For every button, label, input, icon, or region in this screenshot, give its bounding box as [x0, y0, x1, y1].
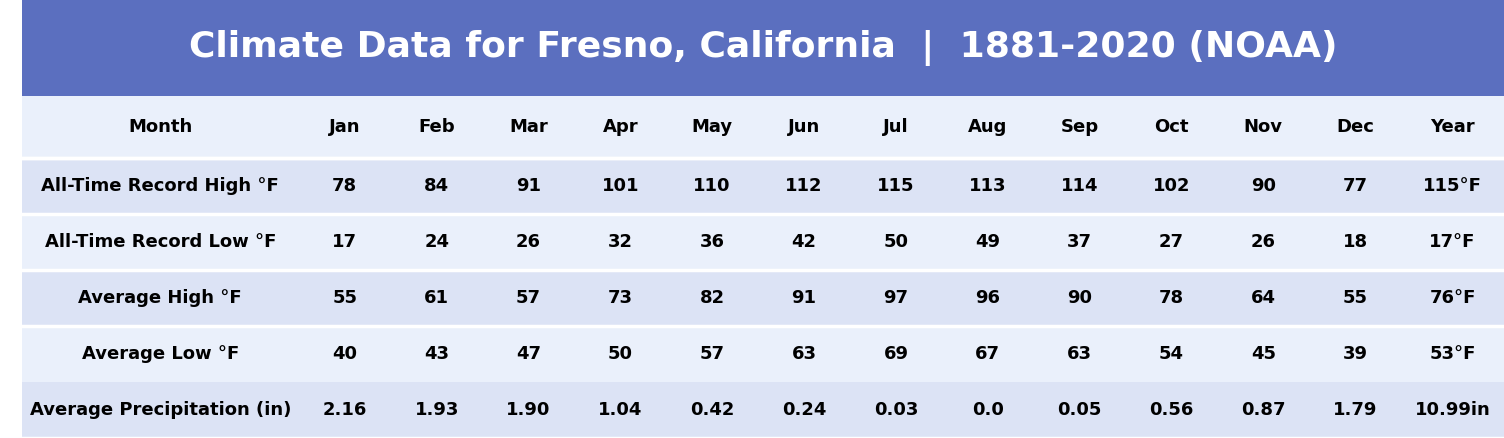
Text: Jul: Jul: [883, 118, 908, 136]
Text: Climate Data for Fresno, California  |  1881-2020 (NOAA): Climate Data for Fresno, California | 18…: [188, 30, 1337, 66]
Text: 53°F: 53°F: [1429, 345, 1475, 363]
Text: 96: 96: [975, 289, 1000, 307]
Text: 49: 49: [975, 233, 1000, 251]
Text: 90: 90: [1066, 289, 1092, 307]
Text: Sep: Sep: [1060, 118, 1098, 136]
Bar: [21, 382, 1504, 438]
Text: Average Precipitation (in): Average Precipitation (in): [30, 401, 290, 419]
Text: 54: 54: [1160, 345, 1184, 363]
Text: 114: 114: [1060, 177, 1098, 195]
Text: 0.03: 0.03: [874, 401, 917, 419]
Bar: [21, 326, 1504, 382]
Text: 26: 26: [1251, 233, 1275, 251]
Text: 40: 40: [332, 345, 358, 363]
Text: 47: 47: [516, 345, 541, 363]
Text: 26: 26: [516, 233, 541, 251]
Text: Apr: Apr: [603, 118, 638, 136]
Text: 84: 84: [424, 177, 450, 195]
Bar: [21, 270, 1504, 326]
Text: 1.79: 1.79: [1333, 401, 1378, 419]
Text: Nov: Nov: [1244, 118, 1283, 136]
Text: 63: 63: [1066, 345, 1092, 363]
Text: 43: 43: [424, 345, 450, 363]
Text: 55: 55: [1343, 289, 1367, 307]
Text: 50: 50: [608, 345, 633, 363]
Text: 2.16: 2.16: [322, 401, 367, 419]
Text: 64: 64: [1251, 289, 1275, 307]
Text: Jan: Jan: [329, 118, 361, 136]
Text: 90: 90: [1251, 177, 1275, 195]
Text: Average High °F: Average High °F: [78, 289, 242, 307]
Text: Aug: Aug: [969, 118, 1008, 136]
Text: Feb: Feb: [418, 118, 454, 136]
Text: 57: 57: [516, 289, 541, 307]
Text: 37: 37: [1066, 233, 1092, 251]
Text: 45: 45: [1251, 345, 1275, 363]
Text: 0.87: 0.87: [1241, 401, 1286, 419]
Text: 17°F: 17°F: [1429, 233, 1475, 251]
Text: Jun: Jun: [788, 118, 820, 136]
Text: 112: 112: [785, 177, 823, 195]
Text: Month: Month: [128, 118, 193, 136]
Text: 42: 42: [791, 233, 817, 251]
Text: Average Low °F: Average Low °F: [81, 345, 239, 363]
Text: 0.56: 0.56: [1149, 401, 1194, 419]
Text: Dec: Dec: [1336, 118, 1375, 136]
Bar: [21, 0, 1504, 96]
Text: 32: 32: [608, 233, 633, 251]
Text: 73: 73: [608, 289, 633, 307]
Text: All-Time Record Low °F: All-Time Record Low °F: [45, 233, 275, 251]
Text: 0.05: 0.05: [1057, 401, 1102, 419]
Text: 27: 27: [1160, 233, 1184, 251]
Text: 1.93: 1.93: [415, 401, 459, 419]
Bar: [21, 214, 1504, 270]
Text: 0.24: 0.24: [782, 401, 826, 419]
Text: 78: 78: [1160, 289, 1184, 307]
Text: 78: 78: [332, 177, 358, 195]
Text: 113: 113: [969, 177, 1006, 195]
Bar: [21, 158, 1504, 214]
Bar: [21, 96, 1504, 158]
Text: Oct: Oct: [1154, 118, 1188, 136]
Text: 110: 110: [693, 177, 731, 195]
Text: 1.04: 1.04: [599, 401, 642, 419]
Text: 97: 97: [883, 289, 908, 307]
Text: 91: 91: [791, 289, 817, 307]
Text: 101: 101: [602, 177, 639, 195]
Text: 69: 69: [883, 345, 908, 363]
Text: 0.42: 0.42: [690, 401, 734, 419]
Text: 102: 102: [1152, 177, 1190, 195]
Text: 50: 50: [883, 233, 908, 251]
Text: 115°F: 115°F: [1423, 177, 1481, 195]
Text: 1.90: 1.90: [507, 401, 550, 419]
Text: All-Time Record High °F: All-Time Record High °F: [42, 177, 280, 195]
Text: 17: 17: [332, 233, 358, 251]
Text: 91: 91: [516, 177, 541, 195]
Text: 115: 115: [877, 177, 914, 195]
Text: 77: 77: [1343, 177, 1367, 195]
Text: May: May: [692, 118, 732, 136]
Text: 67: 67: [975, 345, 1000, 363]
Text: 61: 61: [424, 289, 450, 307]
Text: 24: 24: [424, 233, 450, 251]
Text: 18: 18: [1343, 233, 1367, 251]
Text: 10.99in: 10.99in: [1415, 401, 1490, 419]
Text: Mar: Mar: [510, 118, 547, 136]
Text: 55: 55: [332, 289, 358, 307]
Text: 63: 63: [791, 345, 817, 363]
Text: 0.0: 0.0: [972, 401, 1003, 419]
Text: 57: 57: [699, 345, 725, 363]
Text: 76°F: 76°F: [1429, 289, 1475, 307]
Text: 36: 36: [699, 233, 725, 251]
Text: 39: 39: [1343, 345, 1367, 363]
Text: Year: Year: [1430, 118, 1475, 136]
Text: 82: 82: [699, 289, 725, 307]
